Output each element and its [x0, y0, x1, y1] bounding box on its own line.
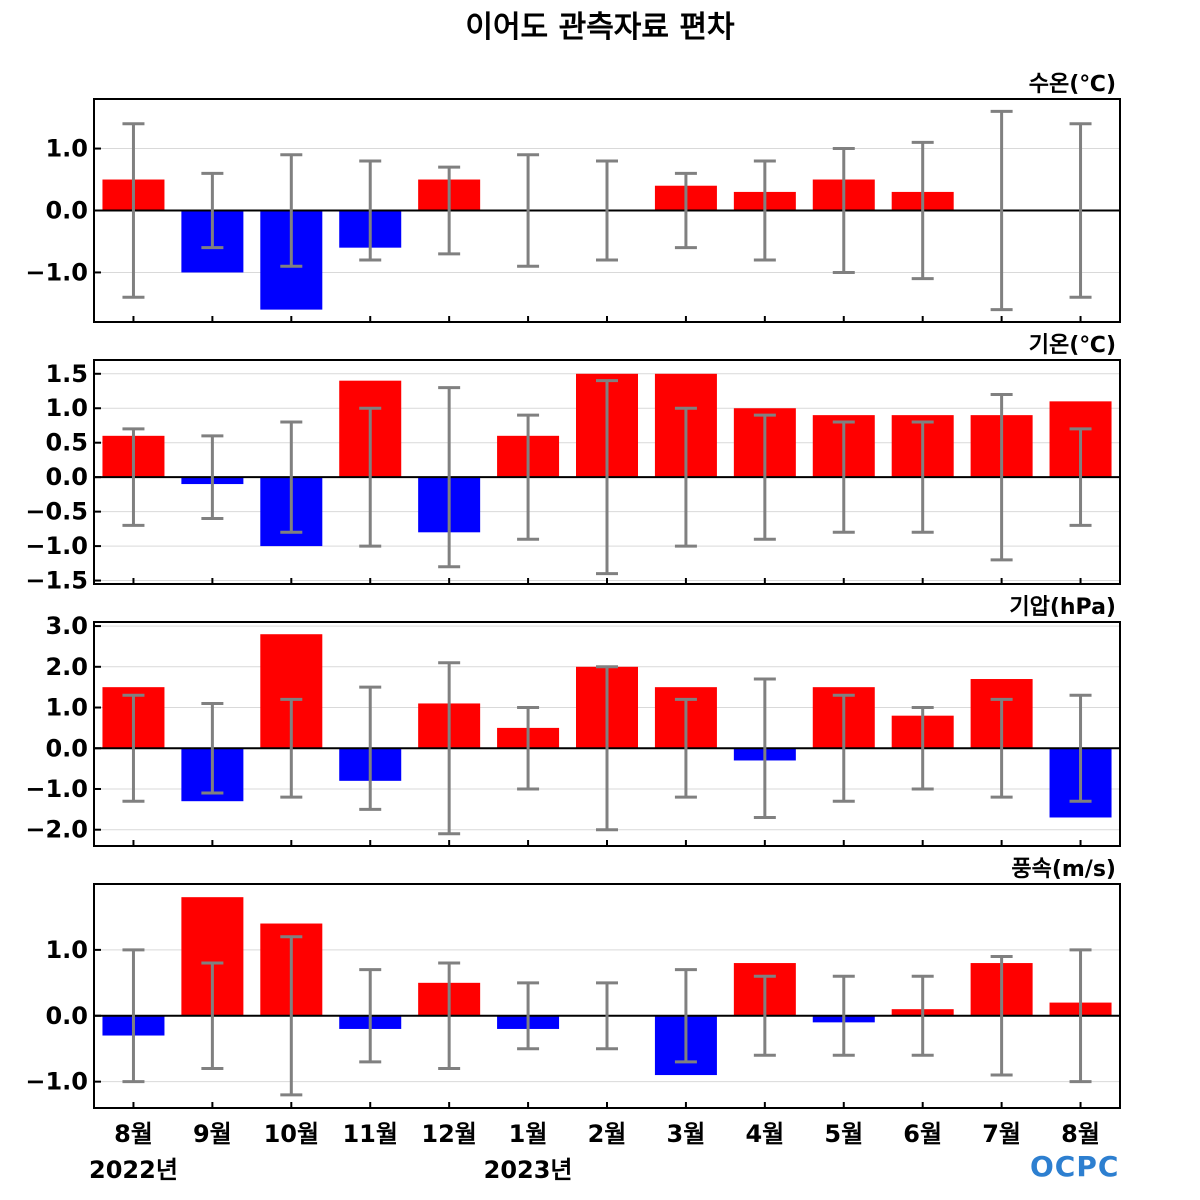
y-tick-label: 0.5 — [45, 429, 88, 457]
y-tick-label: −1.5 — [25, 567, 88, 595]
y-tick-label: 1.0 — [45, 936, 88, 964]
x-tick-label: 12월 — [421, 1120, 476, 1148]
x-tick-label: 4월 — [745, 1120, 784, 1148]
x-tick-label: 3월 — [667, 1120, 706, 1148]
y-tick-label: 0.0 — [45, 197, 88, 225]
x-tick-label: 8월 — [114, 1120, 153, 1148]
y-tick-label: −1.0 — [25, 258, 88, 286]
year-label: 2022년 — [89, 1156, 178, 1184]
x-tick-label: 6월 — [903, 1120, 942, 1148]
x-tick-label: 8월 — [1061, 1120, 1100, 1148]
y-tick-label: 0.0 — [45, 1002, 88, 1030]
y-tick-label: 1.0 — [45, 135, 88, 163]
y-tick-label: 0.0 — [45, 734, 88, 762]
x-tick-label: 9월 — [193, 1120, 232, 1148]
panel-title: 수온(℃) — [1029, 72, 1116, 97]
x-tick-label: 7월 — [982, 1120, 1021, 1148]
y-tick-label: −0.5 — [25, 498, 88, 526]
y-tick-label: 1.5 — [45, 360, 88, 388]
y-tick-label: 3.0 — [45, 612, 88, 640]
y-tick-label: −2.0 — [25, 816, 88, 844]
x-tick-label: 2월 — [588, 1120, 627, 1148]
y-tick-label: −1.0 — [25, 532, 88, 560]
page-title: 이어도 관측자료 편차 — [465, 10, 735, 45]
y-tick-label: −1.0 — [25, 1068, 88, 1096]
panel-title: 풍속(m/s) — [1011, 857, 1116, 882]
panel-title: 기온(℃) — [1029, 333, 1116, 358]
x-tick-label: 11월 — [342, 1120, 397, 1148]
y-tick-label: 1.0 — [45, 394, 88, 422]
x-tick-label: 10월 — [264, 1120, 319, 1148]
year-label: 2023년 — [484, 1156, 573, 1184]
ocpc-logo: OCPC — [1030, 1150, 1120, 1183]
y-tick-label: 1.0 — [45, 694, 88, 722]
panel-title: 기압(hPa) — [1009, 595, 1116, 620]
y-tick-label: −1.0 — [25, 775, 88, 803]
y-tick-label: 2.0 — [45, 653, 88, 681]
x-tick-label: 5월 — [824, 1120, 863, 1148]
x-tick-label: 1월 — [509, 1120, 548, 1148]
y-tick-label: 0.0 — [45, 463, 88, 491]
